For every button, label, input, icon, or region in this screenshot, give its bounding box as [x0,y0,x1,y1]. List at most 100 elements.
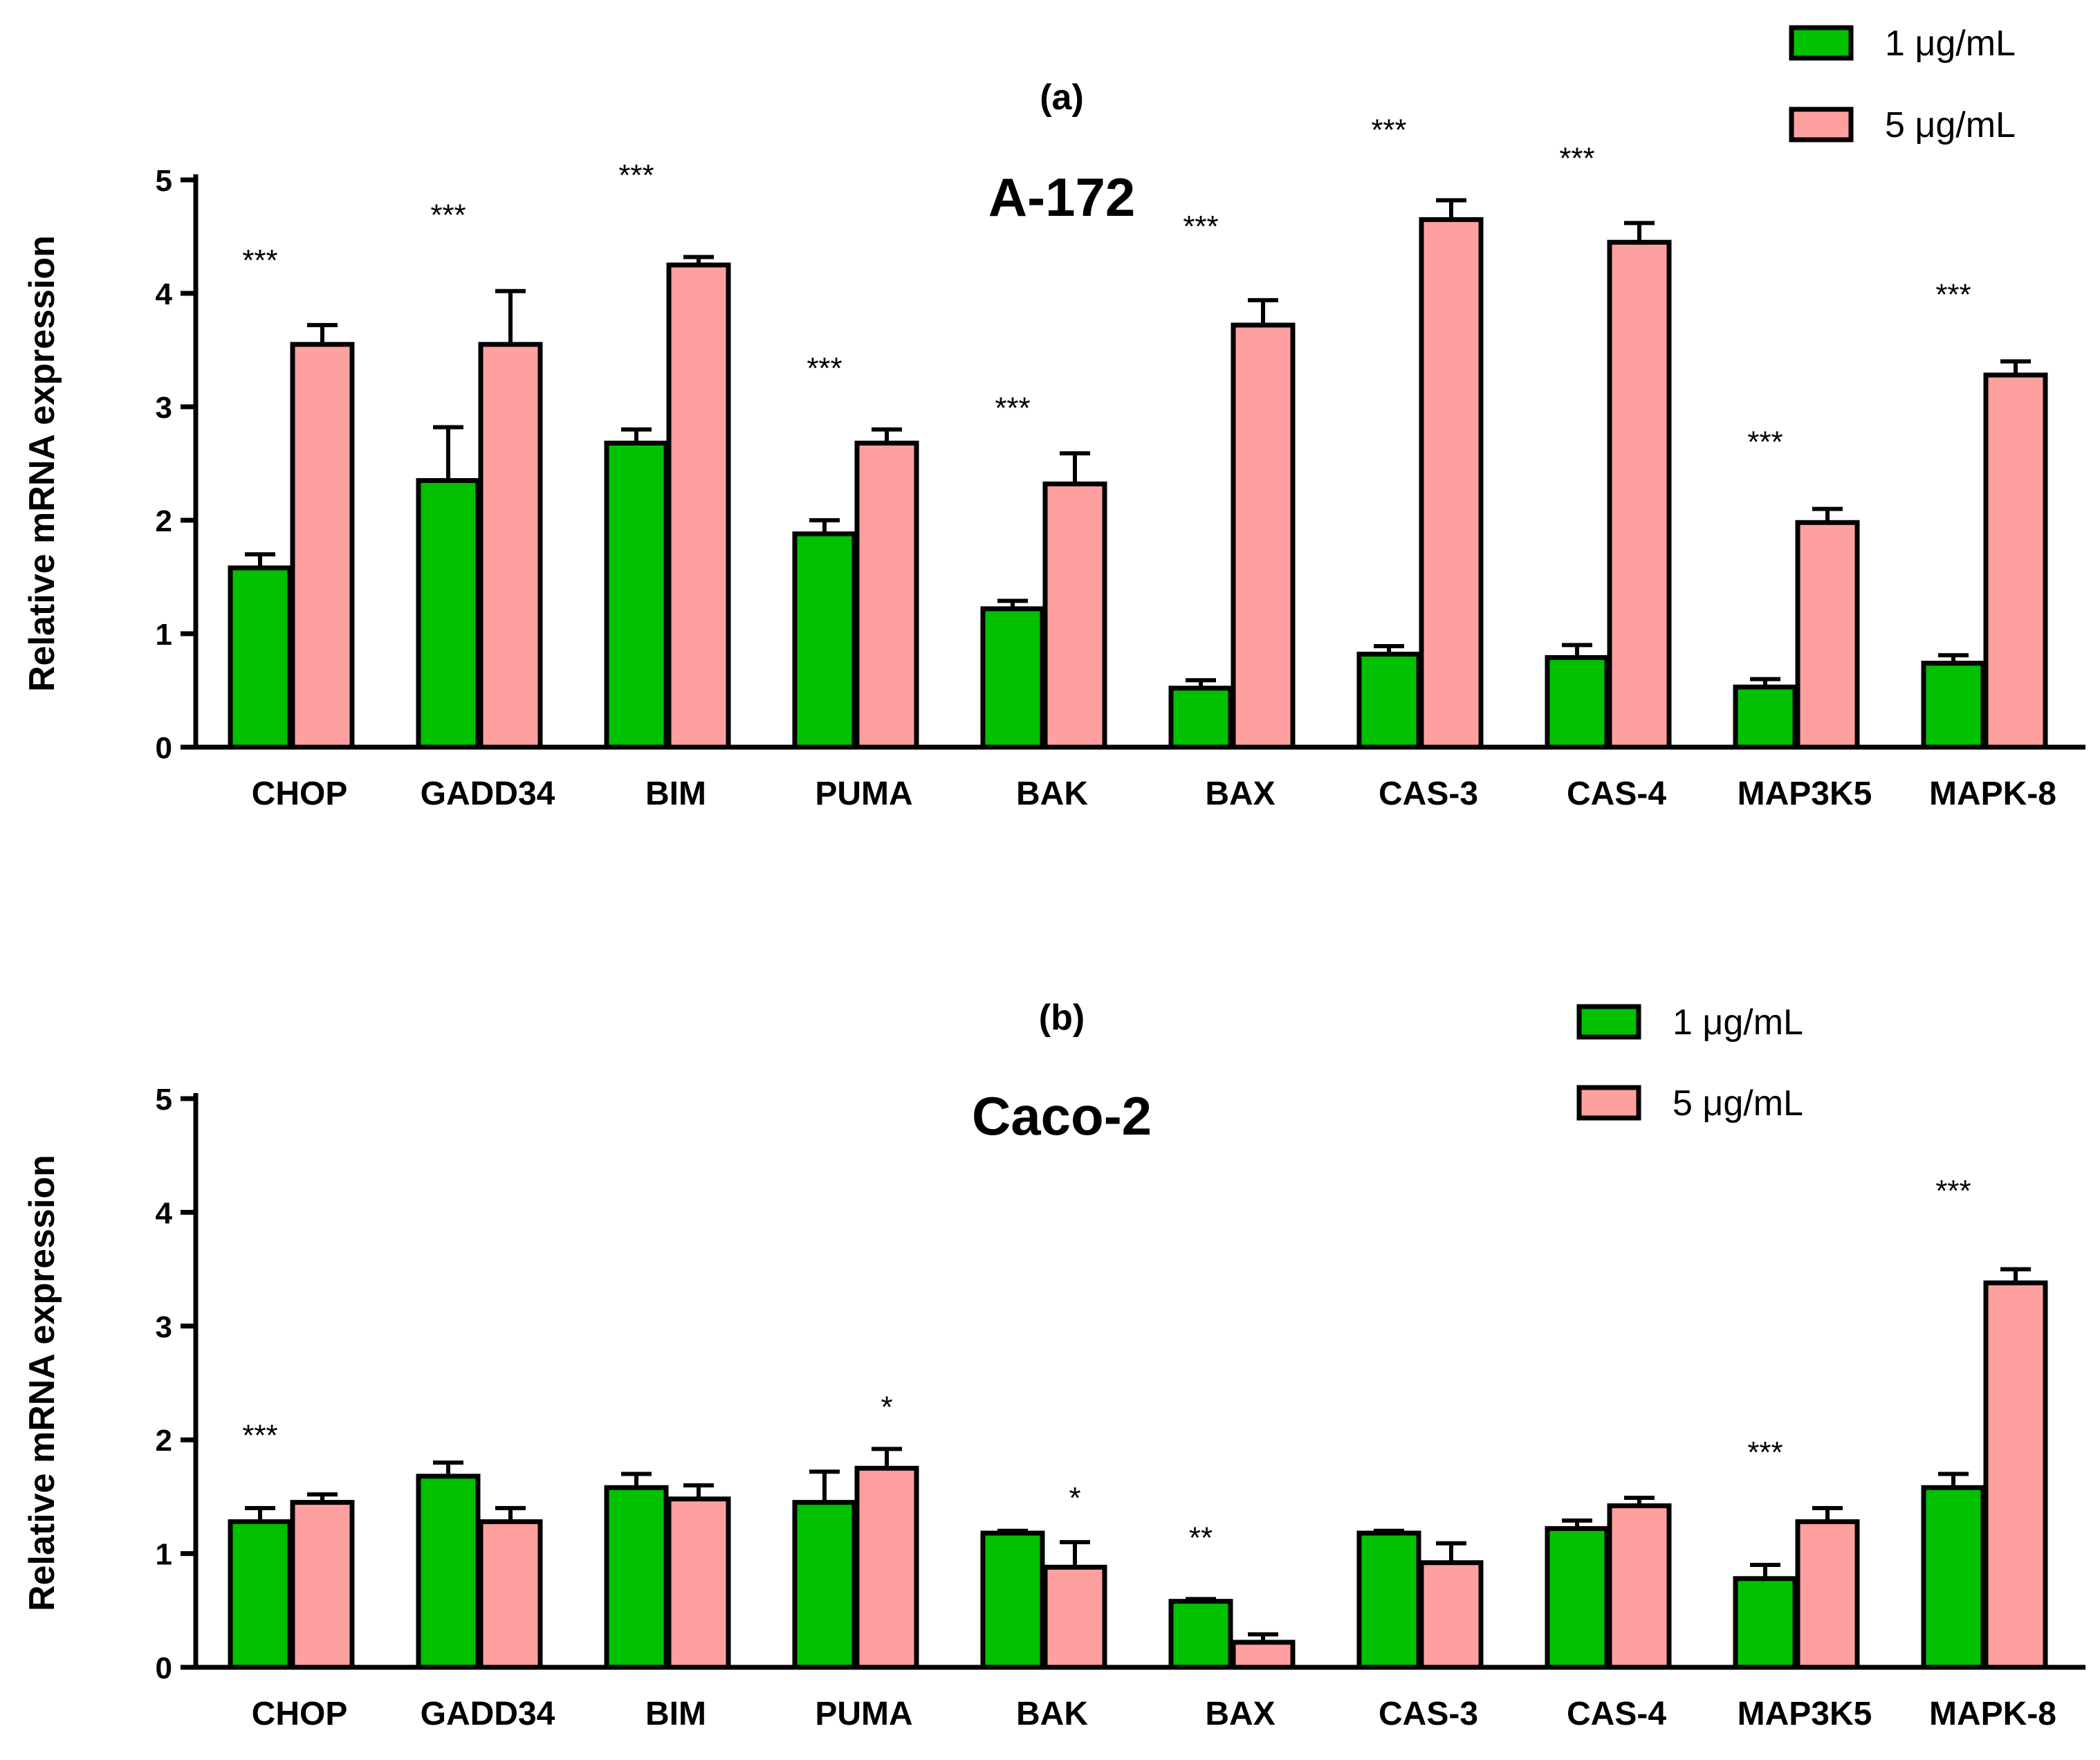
significance-marker: *** [995,391,1030,425]
significance-marker: *** [242,1418,277,1452]
y-tick-label: 3 [156,391,172,425]
bar-series1 [1356,652,1421,750]
bar-series1 [416,1474,481,1670]
significance-marker: *** [1183,210,1218,244]
significance-marker: *** [1371,113,1406,147]
x-tick-label: PUMA [815,1696,912,1732]
y-tick-label: 1 [156,618,172,652]
significance-marker: * [1069,1481,1080,1515]
bar-series2 [1607,1503,1672,1670]
x-tick-label: CAS-4 [1567,1696,1666,1732]
x-tick-label: BAX [1205,1696,1275,1732]
bar-series2 [1983,372,2048,750]
legend-label: 5 μg/mL [1885,105,2016,145]
bar-series1 [1545,654,1610,750]
bar-series1 [1921,1485,1986,1670]
x-tick-label: PUMA [815,776,912,812]
x-tick-label: BAK [1016,1696,1088,1732]
bar-series1 [604,440,669,750]
bar-series1 [1168,686,1233,750]
legend-label: 1 μg/mL [1673,1002,1803,1043]
bar-series2 [1231,1640,1296,1670]
x-tick-label: GADD34 [421,776,555,812]
y-axis-label: Relative mRNA expression [22,1155,62,1611]
x-tick-label: BAX [1205,776,1275,812]
bar-series1 [980,606,1045,750]
significance-marker: *** [807,351,842,385]
bar-series2 [1419,217,1484,750]
bar-series1 [1733,1576,1798,1670]
bar-series2 [854,1465,919,1670]
legend-swatch-series1 [1576,1004,1641,1040]
significance-marker: *** [1747,425,1783,459]
x-tick-label: CAS-3 [1379,776,1478,812]
bar-series1 [792,531,857,750]
significance-marker: *** [1559,142,1594,176]
x-tick-label: MAP3K5 [1738,776,1872,812]
x-tick-label: BAK [1016,776,1088,812]
x-tick-label: MAPK-8 [1929,776,2056,812]
x-tick-label: BIM [645,776,706,812]
y-tick-label: 5 [156,164,172,198]
bar-series2 [1983,1280,2048,1670]
chart-panel-a: (a) A-172 Relative mRNA expression 0 1 2 3 4 5 CH… [22,24,2085,812]
y-tick-label: 3 [156,1310,172,1344]
legend-swatch-series2 [1576,1085,1641,1121]
legend-label: 1 μg/mL [1885,24,2016,64]
y-tick-label: 5 [156,1083,172,1117]
panel-label: (b) [1039,998,1085,1038]
bar-series2 [478,1519,543,1670]
significance-marker: *** [618,158,654,192]
bar-series1 [416,478,481,750]
legend-swatch-series1 [1789,25,1854,61]
bar-series1 [604,1485,669,1670]
bar-series2 [1042,482,1107,750]
y-axis-label: Relative mRNA expression [22,235,62,692]
bar-series1 [1921,661,1986,750]
significance-marker: *** [242,244,277,277]
x-tick-label: BIM [645,1696,706,1732]
x-tick-label: CHOP [252,1696,348,1732]
significance-marker: *** [1747,1436,1783,1469]
significance-marker: ** [1189,1521,1213,1555]
bar-series1 [1356,1530,1421,1670]
bar-series2 [290,1500,355,1670]
x-tick-label: CAS-3 [1379,1696,1478,1732]
bar-series2 [1795,1519,1860,1670]
y-tick-label: 0 [156,1651,172,1685]
bar-series2 [1419,1560,1484,1670]
bar-series2 [666,1496,731,1670]
bar-series2 [666,262,731,750]
x-tick-label: MAP3K5 [1738,1696,1872,1732]
y-tick-label: 1 [156,1538,172,1572]
chart-title: Caco-2 [972,1085,1152,1146]
bar-series1 [228,565,293,750]
bar-series1 [228,1519,293,1670]
y-tick-label: 2 [156,504,172,538]
x-tick-label: GADD34 [421,1696,555,1732]
significance-marker: * [881,1390,892,1424]
bar-series2 [1231,322,1296,750]
x-tick-label: CHOP [252,776,348,812]
bar-series1 [1168,1599,1233,1670]
significance-marker: *** [430,199,466,232]
bar-series1 [980,1530,1045,1670]
bar-series2 [1042,1564,1107,1670]
bar-series1 [1733,684,1798,750]
x-tick-label: MAPK-8 [1929,1696,2056,1732]
bar-series2 [478,342,543,750]
bar-series1 [1545,1525,1610,1670]
bar-series2 [290,342,355,750]
chart-title: A-172 [988,167,1135,228]
y-tick-label: 4 [156,1196,173,1230]
chart-panel-b: (b) Caco-2 Relative mRNA expression 0 1 2 3 4 5 C… [22,998,2085,1732]
y-tick-label: 4 [156,277,173,311]
bar-series2 [1795,520,1860,750]
legend-swatch-series2 [1789,107,1854,143]
x-tick-label: CAS-4 [1567,776,1666,812]
y-tick-label: 2 [156,1424,172,1458]
significance-marker: *** [1935,1174,1971,1208]
significance-marker: *** [1935,277,1971,311]
bar-series2 [854,440,919,750]
